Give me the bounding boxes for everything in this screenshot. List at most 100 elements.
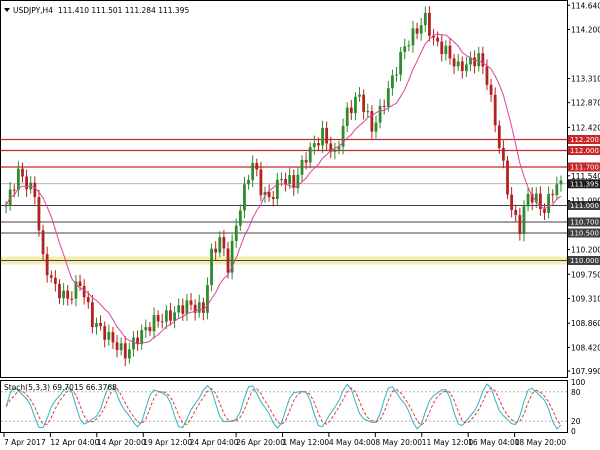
candle-body bbox=[325, 127, 329, 144]
candle-body bbox=[358, 94, 361, 97]
candle-body bbox=[255, 163, 259, 170]
candle-body bbox=[312, 143, 316, 148]
candle-body bbox=[148, 327, 152, 332]
horizontal-levels bbox=[1, 138, 567, 265]
candle-body bbox=[226, 248, 230, 273]
candle-body bbox=[111, 332, 115, 343]
candle-body bbox=[243, 184, 246, 211]
candle-body bbox=[90, 302, 94, 328]
candle-body bbox=[374, 122, 378, 132]
time-label: 24 Apr 04:00 bbox=[190, 438, 239, 447]
candle-body bbox=[82, 286, 86, 298]
time-label: 8 May 20:00 bbox=[375, 438, 422, 447]
candle-body bbox=[440, 41, 444, 55]
candle-body bbox=[341, 125, 345, 147]
level-tag bbox=[568, 217, 600, 227]
candle-body bbox=[452, 58, 456, 67]
level-tag-label: 112.200 bbox=[570, 136, 599, 144]
candle-body bbox=[543, 208, 546, 213]
level-tag bbox=[568, 256, 600, 265]
candle-body bbox=[337, 146, 341, 150]
candle-body bbox=[259, 169, 263, 196]
candle-body bbox=[395, 74, 398, 76]
time-label: 26 Apr 20:00 bbox=[236, 438, 285, 447]
candle-body bbox=[164, 310, 168, 322]
main-chart-frame bbox=[0, 0, 568, 378]
candle-body bbox=[247, 179, 250, 185]
candle-body bbox=[526, 194, 530, 207]
stoch-indicator-label: Stoch(5,3,3) 69.7015 66.3768 bbox=[4, 383, 117, 392]
stoch-scale-label: 100 bbox=[571, 378, 586, 387]
candle-body bbox=[189, 300, 193, 305]
candle-body bbox=[288, 175, 292, 184]
price-label: 108.860 bbox=[571, 319, 600, 328]
candle-body bbox=[502, 147, 505, 161]
candlesticks bbox=[4, 6, 563, 367]
stoch-scale-label: 0 bbox=[571, 427, 576, 436]
candle-body bbox=[21, 168, 24, 177]
level-tag-label: 110.700 bbox=[570, 219, 599, 227]
candle-body bbox=[185, 300, 189, 314]
price-label: 111.540 bbox=[571, 172, 600, 181]
candle-body bbox=[345, 107, 349, 126]
stoch-frame bbox=[0, 380, 568, 433]
candle-body bbox=[95, 322, 98, 328]
candle-body bbox=[448, 45, 452, 59]
candle-body bbox=[66, 290, 70, 299]
candle-body bbox=[378, 105, 382, 123]
level-tag bbox=[568, 201, 600, 210]
price-label: 110.200 bbox=[571, 246, 600, 255]
candle-body bbox=[218, 237, 222, 253]
candle-body bbox=[144, 327, 148, 331]
candle-body bbox=[177, 305, 181, 313]
time-label: 18 May 20:00 bbox=[515, 438, 567, 447]
candle-body bbox=[522, 206, 526, 235]
candle-body bbox=[551, 194, 555, 196]
price-label: 109.310 bbox=[571, 294, 600, 303]
candle-body bbox=[160, 321, 164, 323]
candle-body bbox=[103, 326, 107, 340]
level-tag-label: 111.000 bbox=[570, 202, 599, 210]
candle-body bbox=[559, 180, 563, 185]
candle-body bbox=[304, 159, 308, 163]
candle-body bbox=[506, 160, 509, 195]
candle-body bbox=[280, 179, 283, 181]
candle-body bbox=[391, 75, 394, 89]
candle-body bbox=[530, 194, 534, 203]
price-label: 111.090 bbox=[571, 197, 600, 206]
candle-body bbox=[382, 105, 386, 107]
level-tag-label: 111.395 bbox=[570, 180, 599, 188]
symbol-dropdown-icon[interactable] bbox=[4, 8, 10, 12]
time-label: 16 May 04:00 bbox=[468, 438, 520, 447]
candle-body bbox=[99, 322, 102, 327]
candle-body bbox=[547, 194, 551, 213]
candle-body bbox=[292, 175, 296, 189]
candle-body bbox=[53, 277, 57, 284]
time-label: 7 Apr 2017 bbox=[4, 438, 46, 447]
level-tag bbox=[568, 162, 600, 172]
candle-body bbox=[115, 342, 119, 351]
candle-body bbox=[4, 205, 8, 207]
candle-body bbox=[349, 107, 353, 114]
candle-body bbox=[152, 315, 156, 332]
price-label: 114.640 bbox=[571, 1, 600, 10]
candle-body bbox=[132, 337, 135, 350]
candle-body bbox=[366, 111, 370, 113]
candle-body bbox=[399, 51, 403, 75]
candle-body bbox=[321, 127, 324, 146]
candle-body bbox=[456, 61, 460, 67]
candle-body bbox=[411, 28, 415, 46]
candle-body bbox=[493, 94, 497, 126]
chart-ohlc: 111.410 111.501 111.284 111.395 bbox=[58, 6, 189, 15]
candle-body bbox=[300, 159, 304, 175]
candle-body bbox=[485, 66, 489, 85]
candle-body bbox=[230, 240, 234, 273]
candle-body bbox=[444, 45, 448, 55]
candle-body bbox=[473, 57, 477, 67]
candle-body bbox=[78, 281, 82, 287]
price-axis: 114.640 114.200 113.310 112.870 112.420 111.5… bbox=[567, 1, 600, 376]
candle-body bbox=[436, 37, 440, 42]
candle-body bbox=[514, 209, 518, 216]
